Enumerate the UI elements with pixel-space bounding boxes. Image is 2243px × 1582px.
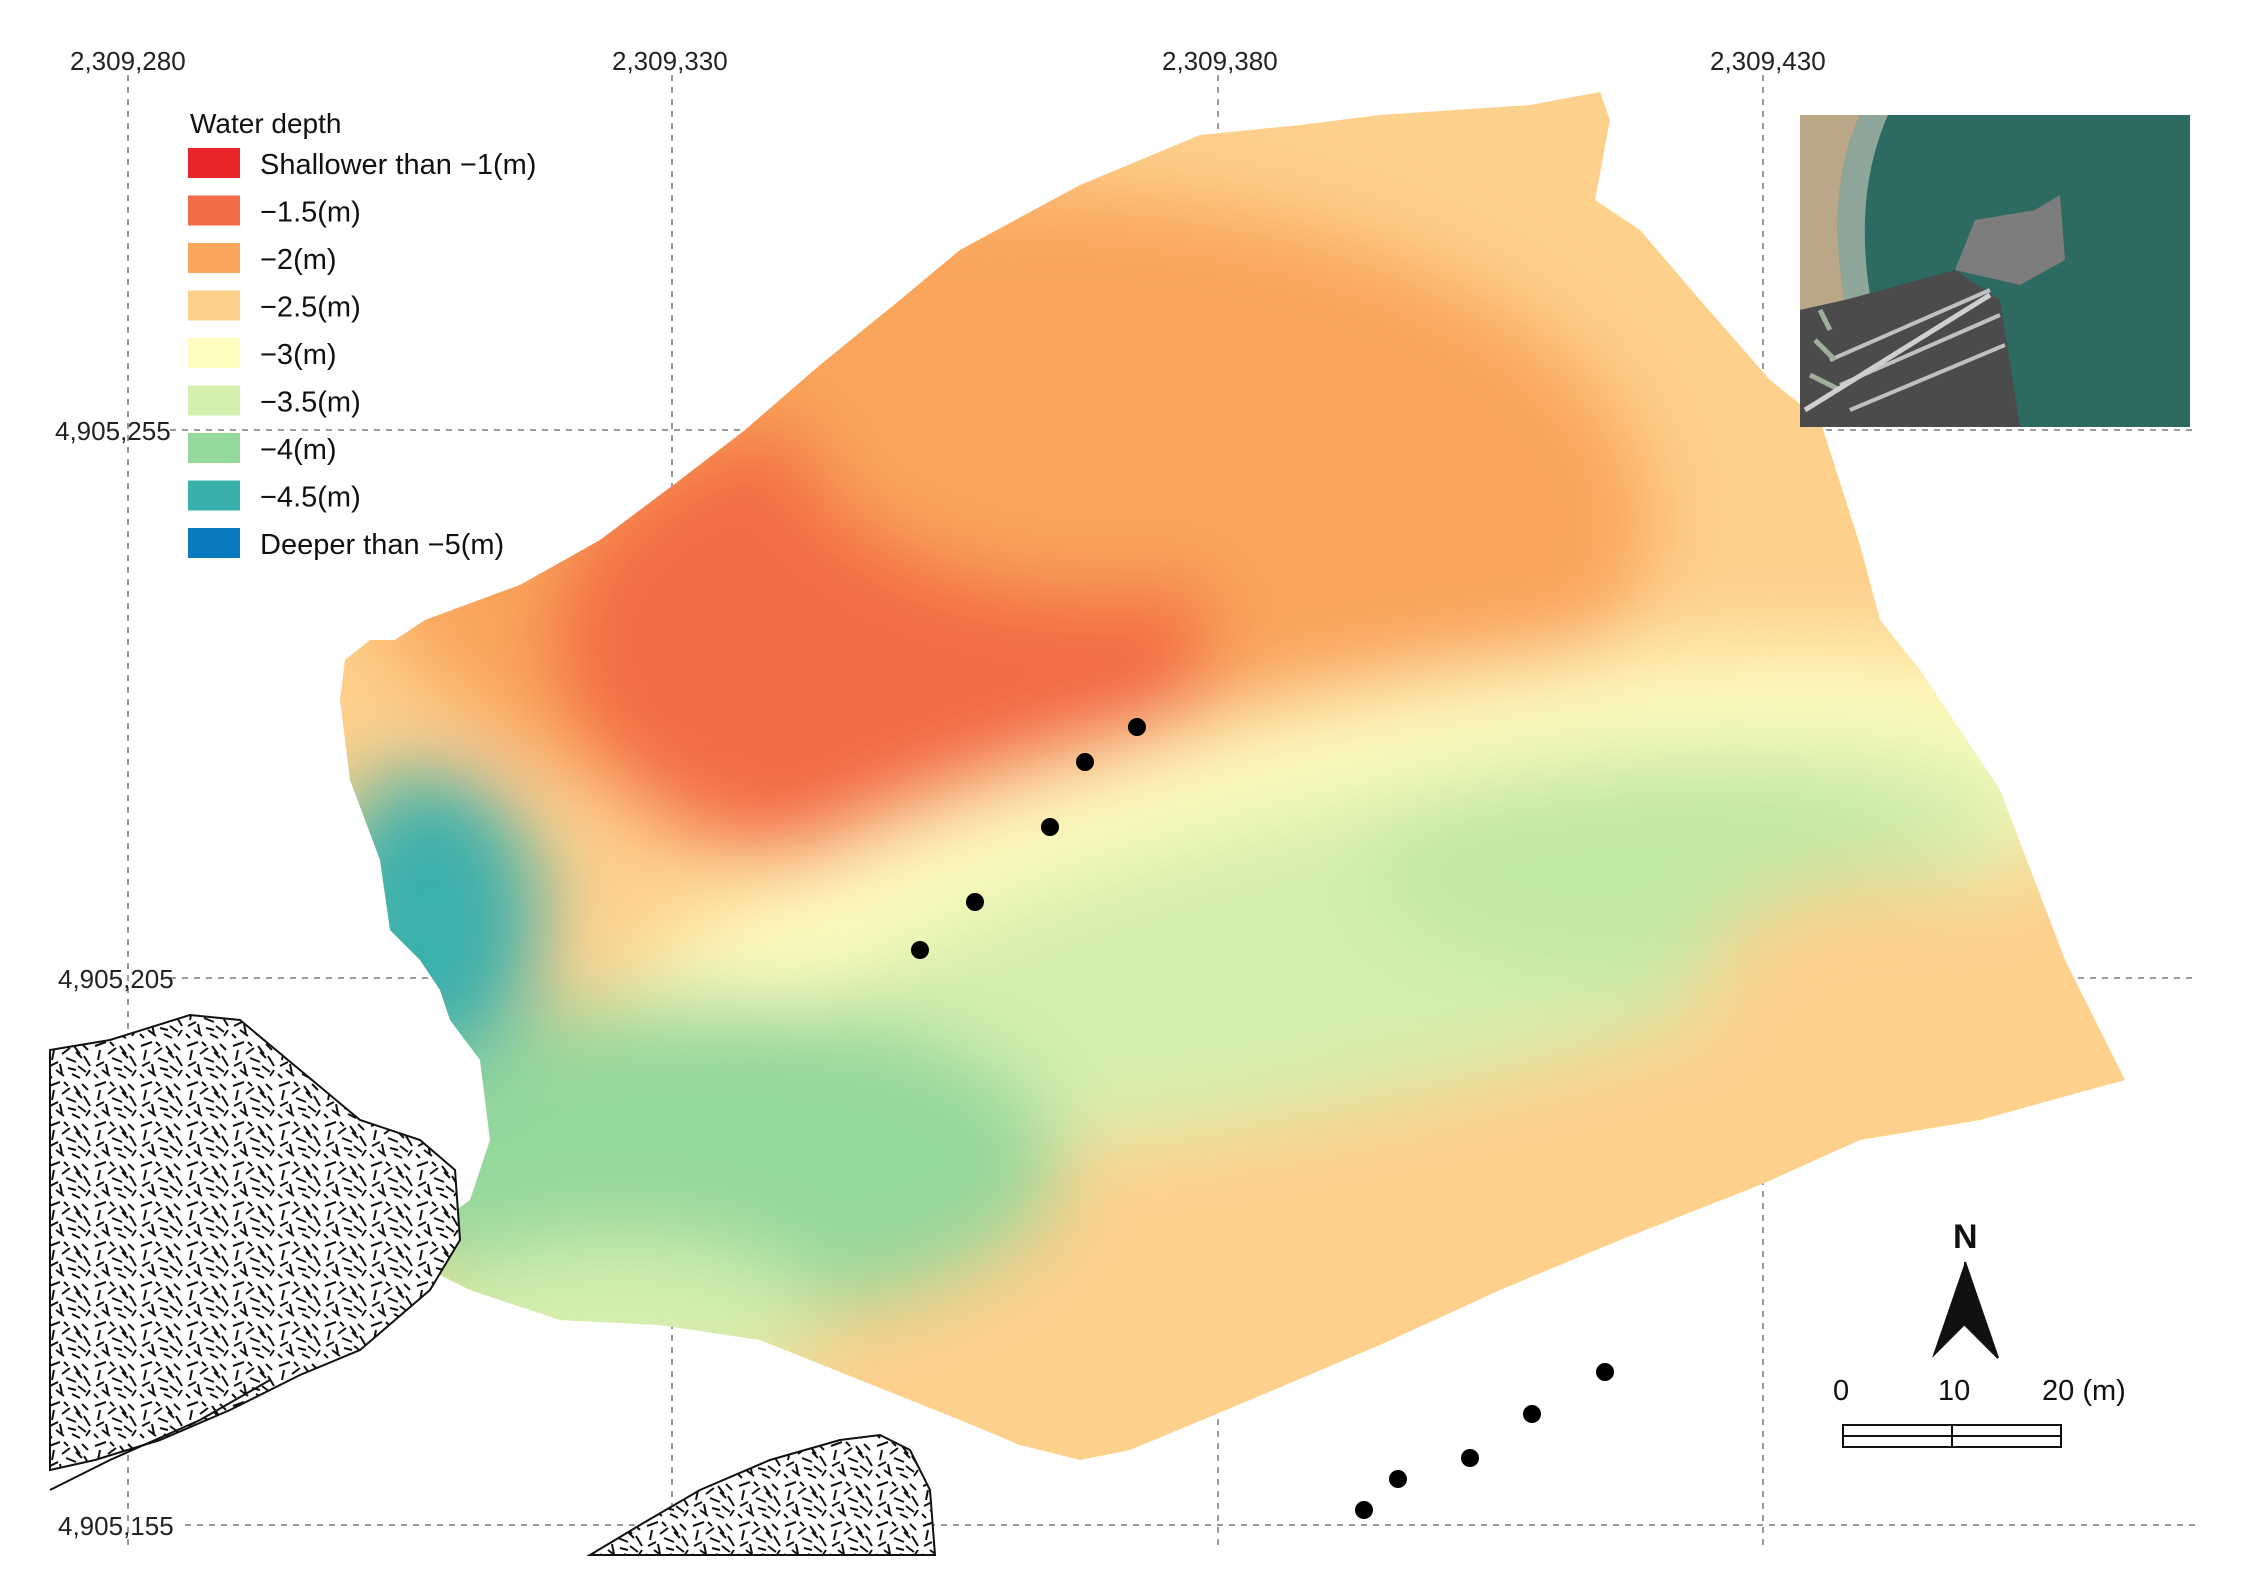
survey-point-icon <box>1041 818 1059 836</box>
legend-label-7: −4(m) <box>260 434 337 466</box>
legend-label-8: −4.5(m) <box>260 482 361 514</box>
legend-swatch-5 <box>188 338 240 368</box>
legend-label-5: −3(m) <box>260 339 337 371</box>
legend-swatch-7 <box>188 433 240 463</box>
legend-label-2: −1.5(m) <box>260 197 361 229</box>
x-coord-label-3: 2,309,380 <box>1162 46 1278 76</box>
scale-tick-20: 20 (m) <box>2042 1375 2126 1407</box>
survey-point-icon <box>911 941 929 959</box>
scale-tick-10: 10 <box>1938 1375 1970 1407</box>
legend-label-1: Shallower than −1(m) <box>260 149 536 181</box>
survey-point-icon <box>966 893 984 911</box>
survey-point-icon <box>1076 753 1094 771</box>
satellite-inset-image <box>1800 115 2190 427</box>
rock-breakwater <box>49 1013 937 1556</box>
legend-label-3: −2(m) <box>260 244 337 276</box>
north-label: N <box>1953 1218 1978 1256</box>
legend-label-6: −3.5(m) <box>260 387 361 419</box>
legend-label-9: Deeper than −5(m) <box>260 529 504 561</box>
legend-swatch-9 <box>188 528 240 558</box>
survey-point-icon <box>1389 1470 1407 1488</box>
survey-point-icon <box>1596 1363 1614 1381</box>
x-coord-label-1: 2,309,280 <box>70 46 186 76</box>
scale-tick-0: 0 <box>1833 1375 1849 1407</box>
survey-points <box>911 718 1614 1519</box>
legend: Water depth Shallower than −1(m) −1.5(m) −… <box>188 108 536 561</box>
survey-point-icon <box>1128 718 1146 736</box>
y-coord-label-3: 4,905,155 <box>58 1511 174 1541</box>
y-coord-label-2: 4,905,205 <box>58 964 174 994</box>
legend-title: Water depth <box>190 108 341 139</box>
survey-point-icon <box>1355 1501 1373 1519</box>
legend-swatch-1 <box>188 148 240 178</box>
survey-point-icon <box>1461 1449 1479 1467</box>
legend-swatch-6 <box>188 385 240 416</box>
y-coord-label-1: 4,905,255 <box>55 416 171 446</box>
legend-swatch-8 <box>188 480 240 511</box>
north-arrow-icon: N <box>1932 1218 1999 1359</box>
x-coord-label-2: 2,309,330 <box>612 46 728 76</box>
legend-swatch-4 <box>188 290 240 321</box>
scale-bar: 0 10 20 (m) <box>1833 1375 2126 1448</box>
x-coord-label-4: 2,309,430 <box>1710 46 1826 76</box>
survey-point-icon <box>1523 1405 1541 1423</box>
legend-swatch-2 <box>188 195 240 226</box>
legend-swatch-3 <box>188 243 240 273</box>
legend-label-4: −2.5(m) <box>260 292 361 324</box>
